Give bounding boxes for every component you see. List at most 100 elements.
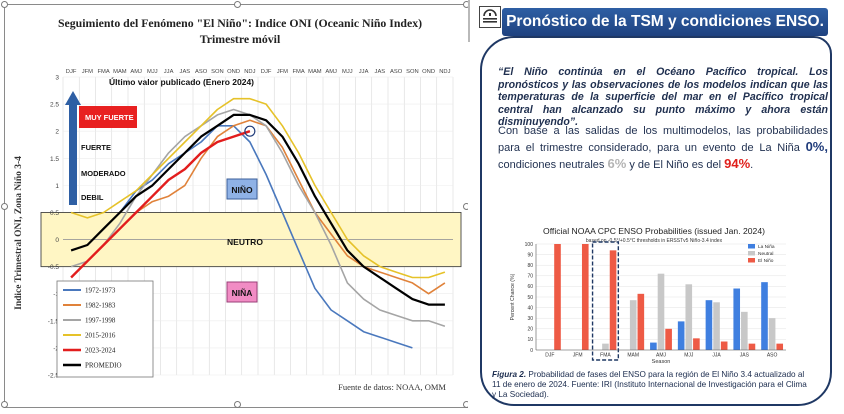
oni-x-tick: MAM bbox=[308, 69, 322, 75]
oni-legend-label: 2023-2024 bbox=[85, 347, 116, 355]
forecast-title: Pronóstico de la TSM y condiciones ENSO. bbox=[506, 13, 824, 30]
prob-x-tick: JJA bbox=[712, 353, 721, 359]
prob-y-tick: 60 bbox=[527, 284, 533, 290]
prob-legend-label: Neutral bbox=[758, 251, 773, 257]
prob-y-tick: 0 bbox=[530, 348, 533, 354]
oni-legend-box bbox=[56, 280, 154, 378]
oni-legend-label: 1997-1998 bbox=[85, 317, 116, 325]
prob-bar-la-niña bbox=[650, 342, 657, 350]
prob-x-label: Season bbox=[652, 359, 671, 365]
oni-x-tick: DJF bbox=[261, 69, 272, 75]
oni-x-tick: JAS bbox=[375, 69, 386, 75]
prob-bars bbox=[554, 241, 784, 361]
prob-legend-label: La Niña bbox=[758, 244, 775, 250]
oni-x-tick: MAM bbox=[113, 69, 127, 75]
muy-fuerte-label-box bbox=[79, 106, 137, 128]
oni-x-tick: OND bbox=[422, 69, 435, 75]
prob-x-tick: DJF bbox=[545, 353, 554, 359]
prob-y-tick: 30 bbox=[527, 316, 533, 322]
oni-y-tick: -1 bbox=[53, 291, 59, 298]
prob-x-tick: JFM bbox=[573, 353, 583, 359]
forecast-summary: Con base a las salidas de los multimodel… bbox=[498, 124, 828, 173]
prob-y-tick: 70 bbox=[527, 274, 533, 280]
oni-chart-title: Seguimiento del Fenómeno "El Niño": Indi… bbox=[58, 16, 422, 30]
oni-legend-label: 2015-2016 bbox=[85, 332, 116, 340]
prob-x-tick: JAS bbox=[740, 353, 750, 359]
prob-x-tick: MJJ bbox=[684, 353, 694, 359]
prob-bar-el-niño bbox=[581, 244, 589, 350]
prob-y-tick: 90 bbox=[527, 252, 533, 258]
oni-chart-subtitle: Trimestre móvil bbox=[200, 32, 281, 46]
prob-legend-swatch bbox=[748, 258, 755, 263]
oni-line-chart: Seguimiento del Fenómeno "El Niño": Indi… bbox=[14, 16, 462, 392]
muy-fuerte-label: MUY FUERTE bbox=[85, 113, 134, 122]
oni-series-1982-1983 bbox=[119, 119, 446, 295]
oni-chart-slide[interactable]: Seguimiento del Fenómeno "El Niño": Indi… bbox=[1, 1, 470, 408]
summary-text-2: condiciones neutrales bbox=[498, 159, 605, 171]
prob-x-tick: FMA bbox=[600, 353, 611, 359]
resize-handle-top-left[interactable] bbox=[1, 1, 8, 8]
prob-chart-title: Official NOAA CPC ENSO Probabilities (is… bbox=[543, 226, 765, 236]
prob-bar-el-niño bbox=[665, 328, 672, 350]
oni-x-tick: SON bbox=[406, 69, 419, 75]
prob-bar-el-niño bbox=[693, 338, 700, 350]
oni-y-tick: 3 bbox=[55, 75, 59, 82]
enso-probability-chart: Official NOAA CPC ENSO Probabilities (is… bbox=[510, 226, 786, 365]
prob-bar-el-niño bbox=[776, 343, 784, 350]
prob-highlight-box bbox=[591, 241, 620, 361]
last-value-annotation: Último valor publicado (Enero 2024) bbox=[109, 76, 254, 87]
prob-y-tick: 80 bbox=[527, 263, 533, 269]
pct-neutral: 6% bbox=[607, 156, 627, 171]
slide-icon[interactable] bbox=[479, 6, 501, 28]
prob-y-tick: 20 bbox=[527, 327, 533, 333]
moderado-label: MODERADO bbox=[81, 169, 126, 178]
oni-x-tick: NDJ bbox=[439, 69, 450, 75]
resize-handle-bottom[interactable] bbox=[234, 401, 241, 408]
prob-bar-neutral bbox=[629, 300, 637, 350]
resize-handle-bottom-left[interactable] bbox=[1, 401, 8, 408]
oni-y-tick: 0 bbox=[55, 237, 59, 244]
prob-bar-el-niño bbox=[637, 293, 645, 350]
prob-bar-la-niña bbox=[733, 288, 741, 350]
prob-bar-la-niña bbox=[761, 282, 768, 350]
prob-bar-neutral bbox=[602, 343, 609, 350]
neutro-label: NEUTRO bbox=[227, 237, 263, 247]
summary-end: . bbox=[750, 159, 754, 171]
prob-y-tick: 10 bbox=[527, 337, 533, 343]
prob-bar-neutral bbox=[657, 273, 665, 350]
resize-handle-left[interactable] bbox=[1, 203, 8, 210]
prob-bar-la-niña bbox=[677, 321, 685, 350]
oni-y-tick: -2 bbox=[53, 345, 59, 352]
forecast-title-bar: Pronóstico de la TSM y condiciones ENSO. bbox=[502, 8, 828, 36]
prob-bar-el-niño bbox=[554, 244, 561, 350]
oni-y-tick: 0.5 bbox=[50, 210, 59, 217]
prob-bar-neutral bbox=[768, 318, 776, 350]
intensity-arrow bbox=[65, 91, 81, 205]
oni-series-2023-2024 bbox=[70, 130, 251, 279]
oni-x-tick: JAS bbox=[180, 69, 191, 75]
figure-caption: Figura 2. Probabilidad de fases del ENSO… bbox=[492, 370, 812, 400]
oni-x-tick: FMA bbox=[293, 69, 305, 75]
oni-x-tick: DJF bbox=[66, 69, 77, 75]
prob-axis: 0 10 20 30 40 50 60 70 80 90 100 Percent Chance (%)… bbox=[510, 242, 786, 365]
oni-x-tick: AMJ bbox=[325, 69, 337, 75]
resize-handle-top[interactable] bbox=[234, 1, 241, 8]
oni-x-tick: SON bbox=[211, 69, 224, 75]
prob-y-label: Percent Chance (%) bbox=[510, 273, 516, 320]
prob-legend-swatch bbox=[748, 244, 755, 249]
oni-y-tick: 1 bbox=[55, 183, 59, 190]
oni-legend-label: 1982-1983 bbox=[85, 302, 116, 310]
oni-legend: 1972-1973 1982-1983 1997-1998 2015-2016 2023… bbox=[63, 287, 122, 370]
oni-y-tick: -2.5 bbox=[48, 373, 60, 380]
forecast-quote: “El Niño continúa en el Océano Pacífico … bbox=[498, 66, 828, 129]
prob-x-tick: ASO bbox=[767, 353, 778, 359]
enso-forecast-panel: Pronóstico de la TSM y condiciones ENSO.… bbox=[468, 0, 844, 414]
oni-y-tick: -0.5 bbox=[48, 264, 60, 271]
prob-x-tick: AMJ bbox=[656, 353, 667, 359]
oni-y-tick: 2.5 bbox=[50, 102, 59, 109]
last-value-marker bbox=[244, 125, 256, 137]
oni-source: Fuente de datos: NOAA, OMM bbox=[338, 382, 446, 392]
oni-x-tick: AMJ bbox=[130, 69, 142, 75]
prob-legend-label: El Niño bbox=[758, 258, 774, 264]
